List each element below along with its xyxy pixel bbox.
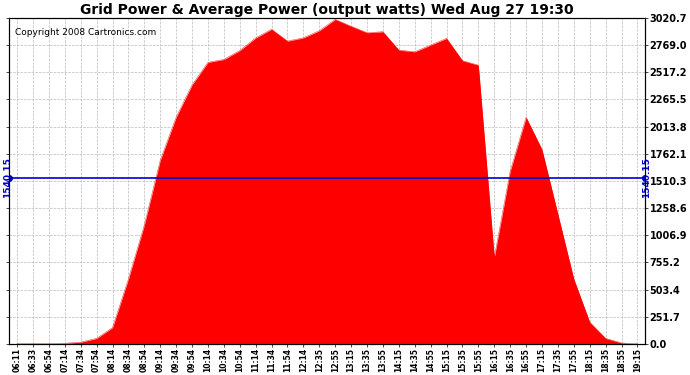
Text: 1540.15: 1540.15 [642,157,651,198]
Title: Grid Power & Average Power (output watts) Wed Aug 27 19:30: Grid Power & Average Power (output watts… [81,3,574,17]
Text: 1540.15: 1540.15 [3,157,12,198]
Text: Copyright 2008 Cartronics.com: Copyright 2008 Cartronics.com [15,28,157,37]
